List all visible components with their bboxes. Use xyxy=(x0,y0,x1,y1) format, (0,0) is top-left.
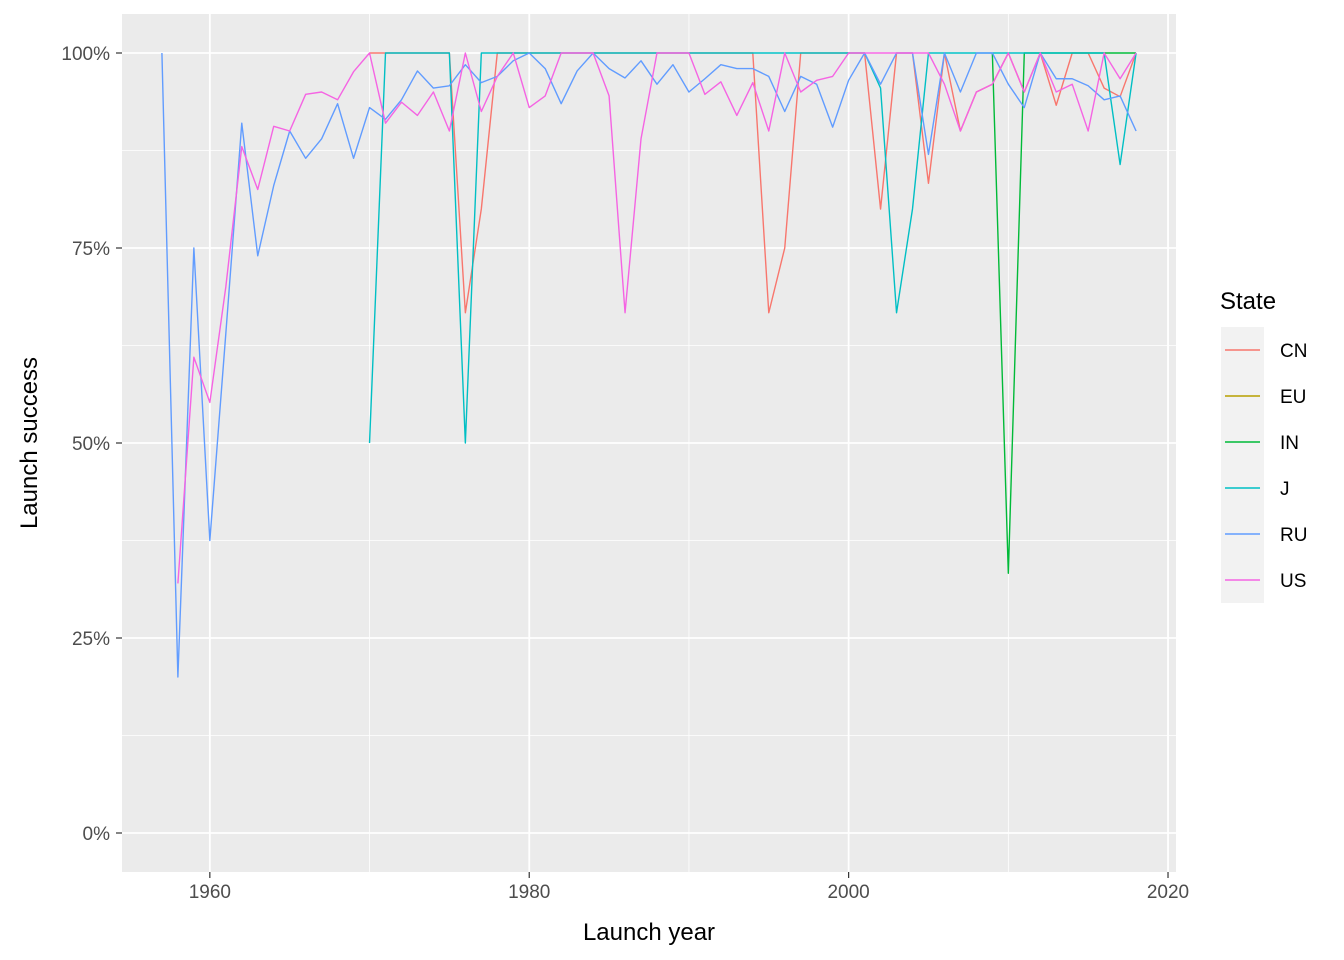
y-tick-label: 100% xyxy=(61,44,110,65)
grid-lines xyxy=(122,14,1176,872)
legend-label-j: J xyxy=(1280,479,1290,500)
series-line-ru xyxy=(161,52,1137,678)
legend: State CN EU IN J RU US xyxy=(1220,288,1307,603)
legend-items: CN EU IN J RU US xyxy=(1221,327,1307,603)
y-tick-label: 25% xyxy=(72,629,110,650)
x-tick-label: 2020 xyxy=(1147,882,1189,903)
legend-label-ru: RU xyxy=(1280,525,1307,546)
y-tick-label: 0% xyxy=(83,824,111,845)
x-tick-label: 2000 xyxy=(827,882,869,903)
y-axis-title: Launch success xyxy=(16,357,43,529)
legend-label-us: US xyxy=(1280,571,1306,592)
legend-label-eu: EU xyxy=(1280,387,1306,408)
y-tick-label: 50% xyxy=(72,434,110,455)
x-axis: 1960 1980 2000 2020 xyxy=(189,872,1189,903)
x-tick-label: 1960 xyxy=(189,882,231,903)
legend-key-background xyxy=(1221,327,1264,603)
y-tick-label: 75% xyxy=(72,239,110,260)
legend-label-cn: CN xyxy=(1280,341,1307,362)
legend-title: State xyxy=(1220,288,1276,315)
series-line-us xyxy=(177,52,1137,584)
x-axis-title: Launch year xyxy=(583,919,715,946)
series-lines xyxy=(161,52,1137,678)
y-axis: 0% 25% 50% 75% 100% xyxy=(61,44,122,845)
legend-label-in: IN xyxy=(1280,433,1299,454)
x-tick-label: 1980 xyxy=(508,882,550,903)
